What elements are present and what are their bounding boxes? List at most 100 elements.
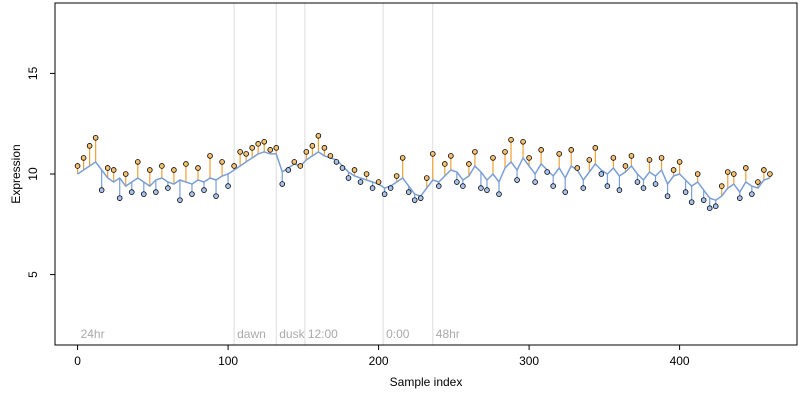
data-layer [74, 132, 773, 212]
y-tick-label: 5 [26, 271, 40, 278]
data-point [640, 185, 647, 191]
data-point [484, 187, 490, 193]
data-point [261, 139, 268, 145]
data-point [429, 151, 436, 157]
data-point [460, 183, 466, 189]
data-point [568, 147, 575, 153]
data-point [628, 153, 635, 159]
data-point [435, 183, 442, 189]
data-point [532, 179, 538, 185]
data-point [92, 134, 99, 141]
data-point [104, 165, 111, 171]
data-point [351, 167, 358, 173]
x-tick-label: 200 [369, 354, 389, 368]
axes: 0 100 200 300 400 5 10 15 [26, 66, 690, 368]
data-point [586, 157, 593, 163]
data-point [417, 195, 424, 201]
data-point [490, 155, 496, 161]
data-point [562, 189, 569, 195]
data-point [309, 143, 316, 149]
data-point [544, 169, 550, 175]
data-point [339, 165, 346, 171]
data-point [153, 189, 159, 195]
data-point [315, 132, 322, 139]
data-point [502, 149, 508, 155]
data-point [110, 167, 117, 173]
data-point [303, 149, 310, 155]
data-point [201, 187, 207, 193]
data-point [279, 181, 286, 187]
data-point [321, 145, 328, 151]
data-point [375, 179, 382, 185]
data-point [718, 183, 725, 189]
data-point [514, 177, 520, 183]
data-point [550, 183, 556, 189]
data-point [189, 191, 195, 197]
data-point [520, 139, 526, 145]
data-point [273, 145, 280, 151]
data-point [538, 147, 544, 153]
data-point [213, 193, 219, 199]
data-point [616, 187, 623, 193]
data-point [598, 171, 605, 177]
data-point [712, 203, 719, 209]
x-tick-label: 0 [74, 354, 81, 368]
data-point [134, 159, 141, 165]
data-point [369, 185, 376, 191]
data-point [249, 145, 255, 151]
data-point [730, 171, 737, 177]
data-point [682, 189, 689, 195]
data-point [128, 189, 135, 195]
data-point [86, 143, 93, 149]
data-point [658, 155, 665, 161]
data-point [448, 153, 454, 159]
data-point [496, 191, 502, 197]
data-point [556, 151, 562, 157]
data-point [357, 179, 364, 185]
data-point [508, 137, 514, 143]
data-point [755, 179, 761, 185]
data-point [381, 191, 388, 197]
data-point [694, 171, 701, 177]
data-point [237, 149, 243, 155]
data-point [219, 159, 225, 165]
data-point [767, 171, 773, 177]
data-point [116, 195, 123, 201]
data-point [297, 163, 304, 169]
data-point [737, 195, 743, 201]
data-point [604, 183, 611, 189]
marker-label: 24hr [81, 327, 105, 341]
marker-label: 48hr [436, 327, 460, 341]
x-axis-label: Sample index [390, 375, 463, 389]
data-point [574, 165, 581, 171]
data-point [159, 163, 165, 169]
data-point [243, 151, 249, 157]
y-tick-label: 15 [26, 66, 40, 80]
data-point [98, 187, 105, 193]
data-point [231, 163, 237, 169]
marker-label: dusk [279, 327, 305, 341]
data-point [423, 175, 430, 181]
y-tick-label: 10 [26, 167, 40, 181]
data-point [454, 179, 460, 185]
data-point [646, 157, 653, 163]
data-point [592, 145, 599, 151]
data-point [80, 155, 87, 161]
data-point [171, 167, 177, 173]
data-point [688, 199, 695, 205]
data-point [122, 171, 129, 177]
data-point [472, 149, 478, 155]
data-point [399, 155, 406, 161]
x-tick-label: 100 [218, 354, 238, 368]
data-point [177, 197, 183, 203]
data-point [652, 181, 659, 187]
data-point [610, 155, 617, 161]
data-point [664, 193, 671, 199]
data-point [526, 155, 532, 161]
marker-label: 0:00 [386, 327, 410, 341]
data-point [634, 179, 641, 185]
data-point [580, 185, 587, 191]
data-point [225, 183, 231, 189]
data-point [706, 205, 713, 212]
